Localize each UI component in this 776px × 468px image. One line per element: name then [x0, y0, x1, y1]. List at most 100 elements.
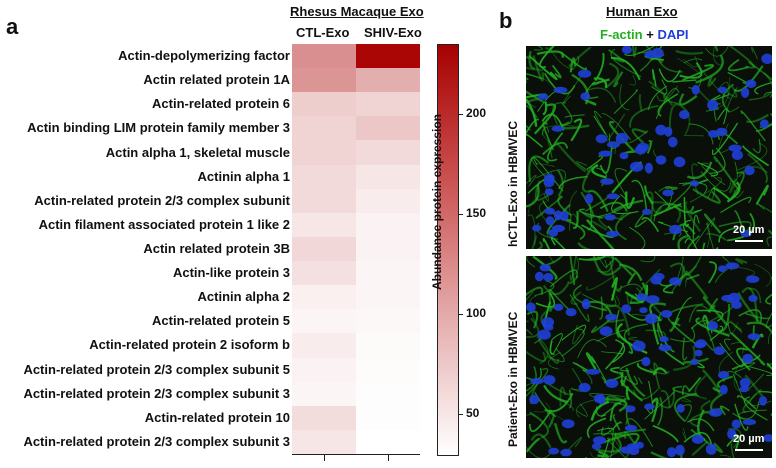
actin-fiber — [614, 257, 633, 276]
scalebar-label-1: 20 µm — [733, 224, 765, 236]
actin-fiber — [689, 176, 723, 203]
actin-fiber — [763, 91, 772, 97]
actin-fiber — [693, 217, 716, 248]
actin-fiber — [531, 235, 538, 249]
actin-fiber — [636, 362, 658, 375]
actin-fiber — [587, 87, 617, 103]
actin-fiber — [731, 354, 761, 371]
actin-fiber — [656, 85, 678, 102]
actin-fiber — [644, 185, 654, 205]
colorbar-tick-label: 150 — [466, 206, 487, 220]
actin-fiber — [581, 224, 615, 238]
actin-fiber — [670, 326, 696, 343]
heatmap-cell — [356, 212, 420, 238]
actin-fiber — [557, 169, 564, 197]
actin-fiber — [736, 395, 757, 410]
colorbar-tick — [458, 214, 463, 215]
dapi-nucleus — [543, 324, 554, 331]
heatmap-cell — [292, 381, 356, 407]
actin-fiber — [646, 140, 652, 154]
dapi-nucleus — [592, 436, 607, 445]
dapi-nucleus — [690, 180, 700, 187]
dapi-nucleus — [745, 79, 757, 88]
actin-fiber — [632, 46, 637, 58]
actin-fiber — [707, 297, 719, 313]
dapi-nucleus — [679, 110, 690, 120]
actin-fiber — [578, 208, 603, 219]
actin-fiber — [688, 377, 701, 393]
dapi-nucleus — [707, 321, 718, 331]
dapi-nucleus — [578, 382, 591, 393]
actin-fiber — [611, 256, 617, 261]
actin-fiber — [716, 375, 733, 389]
dapi-nucleus — [707, 99, 719, 111]
heatmap-cell — [292, 309, 356, 334]
actin-fiber — [727, 321, 743, 334]
actin-fiber — [679, 182, 708, 194]
dapi-nucleus — [561, 419, 575, 429]
dapi-nucleus — [526, 302, 536, 313]
actin-fiber — [689, 209, 703, 215]
heatmap-cell — [356, 116, 420, 141]
dapi-nucleus — [632, 340, 646, 352]
actin-fiber — [629, 74, 637, 86]
actin-fiber — [535, 292, 556, 308]
actin-fiber — [561, 328, 585, 357]
dapi-nucleus — [645, 295, 660, 304]
actin-fiber — [754, 263, 772, 287]
heatmap-row-label: Actin-related protein 2 isoform b — [89, 337, 290, 353]
actin-fiber — [568, 389, 572, 409]
actin-fiber — [528, 155, 550, 182]
heatmap-row-label: Actin related protein 3B — [143, 241, 290, 256]
actin-fiber — [590, 400, 610, 421]
heatmap-row-label: Actinin alpha 1 — [197, 168, 290, 184]
actin-fiber — [526, 383, 535, 387]
actin-fiber — [585, 352, 597, 370]
dapi-nucleus — [717, 86, 728, 94]
dapi-nucleus — [544, 207, 556, 215]
dapi-nucleus — [725, 262, 740, 270]
colorbar — [437, 44, 459, 456]
panel-b-title: Human Exo — [606, 4, 678, 19]
actin-fiber — [746, 321, 772, 335]
dapi-nucleus — [658, 344, 672, 352]
heatmap-cell — [356, 140, 420, 166]
actin-fiber — [627, 272, 636, 286]
heatmap-row-label: Actin binding LIM protein family member … — [27, 120, 290, 136]
actin-fiber — [582, 293, 617, 307]
actin-fiber — [717, 108, 728, 125]
actin-fiber — [620, 379, 644, 402]
actin-fiber — [625, 191, 636, 209]
dapi-nucleus — [605, 313, 618, 321]
dapi-nucleus — [626, 443, 640, 450]
dapi-nucleus — [718, 265, 727, 272]
actin-fiber — [572, 361, 590, 373]
actin-fiber — [591, 316, 615, 334]
actin-fiber — [703, 213, 722, 234]
actin-fiber — [554, 422, 568, 444]
actin-fiber — [615, 428, 647, 437]
actin-fiber — [535, 195, 564, 219]
actin-fiber — [526, 286, 544, 296]
heatmap-cell — [292, 68, 356, 93]
actin-fiber — [713, 156, 740, 192]
actin-fiber — [560, 51, 588, 71]
actin-fiber — [719, 405, 730, 416]
actin-fiber — [673, 296, 692, 326]
actin-fiber — [706, 233, 727, 241]
actin-fiber — [526, 184, 540, 208]
actin-fiber — [678, 93, 698, 106]
actin-fiber — [570, 291, 582, 306]
dapi-nucleus — [748, 294, 758, 302]
actin-fiber — [526, 350, 547, 363]
heatmap-cell — [356, 188, 420, 214]
actin-fiber — [730, 443, 735, 458]
dapi-nucleus — [745, 275, 760, 283]
actin-fiber — [536, 50, 564, 59]
actin-fiber — [619, 263, 643, 282]
actin-fiber — [601, 304, 631, 336]
actin-fiber — [542, 101, 548, 116]
actin-fiber — [526, 291, 534, 322]
dapi-nucleus — [598, 150, 613, 157]
actin-fiber — [569, 190, 578, 219]
